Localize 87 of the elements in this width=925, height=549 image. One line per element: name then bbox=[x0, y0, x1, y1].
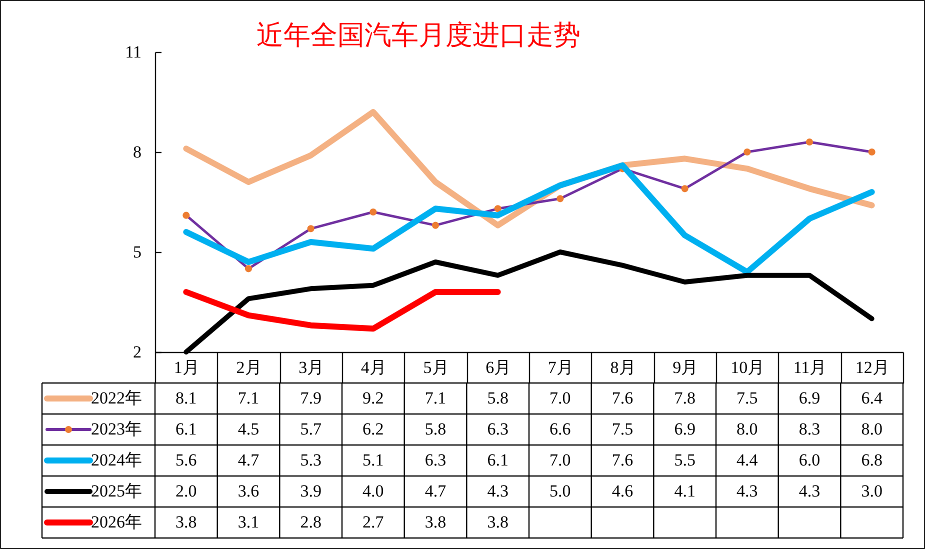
data-label: 6.9 bbox=[674, 420, 696, 438]
data-label: 4.4 bbox=[736, 450, 758, 470]
legend-label: 2025年 bbox=[91, 482, 142, 500]
x-tick-label: 6月 bbox=[486, 358, 512, 377]
point bbox=[182, 212, 190, 219]
point bbox=[681, 185, 688, 192]
data-label: 6.6 bbox=[550, 420, 571, 438]
data-label: 6.1 bbox=[487, 450, 508, 470]
data-label: 3.1 bbox=[238, 512, 260, 532]
data-label: 5.1 bbox=[362, 450, 384, 470]
data-label: 2.0 bbox=[176, 482, 197, 500]
data-label: 3.8 bbox=[176, 512, 197, 532]
data-label: 4.3 bbox=[487, 482, 508, 500]
data-label: 3.9 bbox=[300, 482, 322, 500]
data-label: 4.0 bbox=[362, 482, 384, 500]
y-tick-label: 11 bbox=[125, 42, 142, 62]
y-tick-label: 5 bbox=[133, 242, 142, 262]
data-label: 6.3 bbox=[487, 420, 508, 438]
data-label: 7.8 bbox=[674, 388, 696, 408]
data-label: 8.0 bbox=[861, 420, 882, 438]
data-label: 5.7 bbox=[300, 420, 322, 438]
data-label: 7.5 bbox=[612, 420, 634, 438]
data-label: 3.6 bbox=[238, 482, 260, 500]
data-label: 3.8 bbox=[487, 512, 508, 532]
data-label: 4.3 bbox=[798, 482, 820, 500]
data-label: 2.8 bbox=[300, 512, 322, 532]
data-label: 7.0 bbox=[550, 388, 571, 408]
point bbox=[432, 222, 440, 229]
data-label: 6.2 bbox=[362, 420, 384, 438]
data-label: 7.1 bbox=[424, 388, 446, 408]
data-label: 7.6 bbox=[612, 388, 634, 408]
data-label: 7.5 bbox=[736, 388, 758, 408]
point bbox=[744, 148, 751, 156]
x-tick-label: 5月 bbox=[423, 358, 449, 377]
legend-label: 2024年 bbox=[91, 450, 142, 470]
data-label: 7.1 bbox=[238, 388, 260, 408]
legend-label: 2022年 bbox=[91, 388, 142, 408]
data-label: 8.0 bbox=[736, 420, 758, 438]
data-label: 5.5 bbox=[674, 450, 696, 470]
data-label: 5.8 bbox=[424, 420, 446, 438]
data-label: 7.9 bbox=[300, 388, 322, 408]
data-label: 4.5 bbox=[238, 420, 260, 438]
data-label: 6.4 bbox=[861, 388, 883, 408]
point bbox=[494, 205, 502, 212]
data-label: 6.8 bbox=[861, 450, 882, 470]
legend-label: 2026年 bbox=[91, 512, 142, 532]
point bbox=[806, 138, 814, 146]
point bbox=[307, 225, 314, 232]
y-tick-label: 2 bbox=[133, 342, 142, 362]
point bbox=[370, 208, 377, 216]
x-tick-label: 4月 bbox=[360, 358, 386, 377]
x-tick-label: 8月 bbox=[610, 358, 636, 377]
x-tick-label: 11月 bbox=[793, 358, 827, 377]
data-label: 6.3 bbox=[424, 450, 446, 470]
data-label: 4.7 bbox=[424, 482, 447, 500]
data-label: 6.0 bbox=[798, 450, 820, 470]
point bbox=[556, 195, 564, 202]
chart-title: 近年全国汽车月度进口走势 bbox=[256, 20, 580, 51]
data-label: 7.0 bbox=[550, 450, 571, 470]
data-label: 5.0 bbox=[550, 482, 571, 500]
data-label: 5.6 bbox=[176, 450, 197, 470]
x-tick-label: 2月 bbox=[236, 358, 262, 377]
data-label: 9.2 bbox=[362, 388, 384, 408]
data-label: 8.1 bbox=[176, 388, 197, 408]
x-tick-label: 12月 bbox=[855, 358, 890, 377]
data-label: 4.6 bbox=[612, 482, 634, 500]
data-label: 2.7 bbox=[362, 512, 384, 532]
data-label: 4.7 bbox=[238, 450, 260, 470]
x-tick-label: 3月 bbox=[298, 358, 324, 377]
data-label: 3.8 bbox=[424, 512, 446, 532]
x-tick-label: 10月 bbox=[730, 358, 765, 377]
data-label: 8.3 bbox=[798, 420, 820, 438]
x-tick-label: 9月 bbox=[672, 358, 698, 377]
data-label: 7.6 bbox=[612, 450, 634, 470]
y-tick-label: 8 bbox=[133, 142, 142, 162]
legend-label: 2023年 bbox=[91, 420, 142, 438]
data-label: 5.3 bbox=[300, 450, 322, 470]
data-label: 6.9 bbox=[798, 388, 820, 408]
data-label: 6.1 bbox=[176, 420, 197, 438]
x-tick-label: 1月 bbox=[174, 358, 200, 377]
data-label: 3.0 bbox=[861, 482, 882, 500]
data-label: 5.8 bbox=[487, 388, 508, 408]
data-label: 4.1 bbox=[674, 482, 696, 500]
x-tick-label: 7月 bbox=[548, 358, 574, 377]
point bbox=[868, 148, 876, 156]
point bbox=[244, 265, 252, 272]
data-label: 4.3 bbox=[736, 482, 758, 500]
